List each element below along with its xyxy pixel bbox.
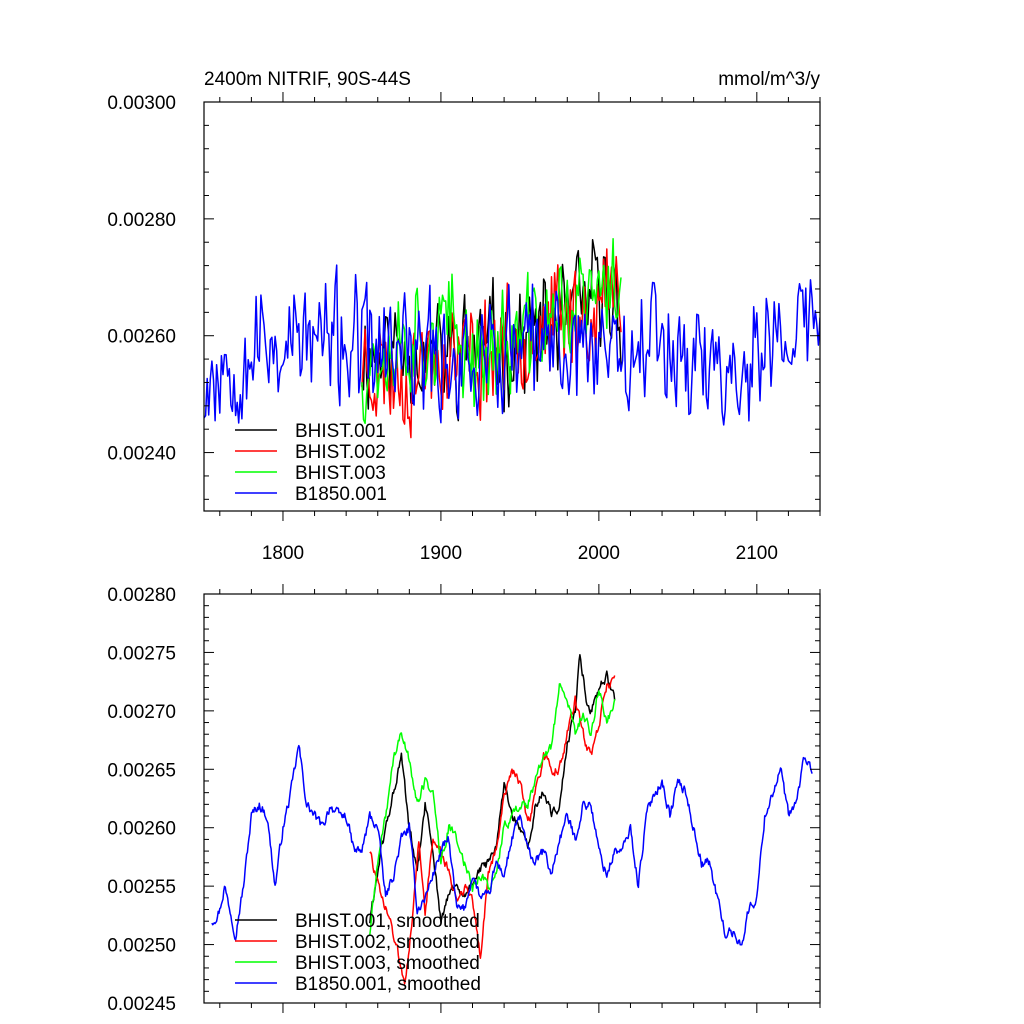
legend-label: BHIST.001, smoothed bbox=[295, 911, 480, 932]
x-tick-label: 1800 bbox=[262, 543, 304, 564]
y-tick-label: 0.00245 bbox=[107, 994, 176, 1015]
y-tick-label: 0.00280 bbox=[107, 585, 176, 606]
y-tick-label: 0.00250 bbox=[107, 936, 176, 957]
chart-bottom: 0.00245 0.00250 0.00255 0.00260 0.00265 0.002… bbox=[107, 584, 821, 1015]
plot-frame-top bbox=[203, 101, 821, 512]
plot-frame-bottom bbox=[203, 593, 821, 1004]
series-line-4 bbox=[204, 264, 820, 426]
series-line-3 bbox=[361, 237, 622, 425]
legend-label: BHIST.003 bbox=[295, 463, 386, 484]
x-tick-label: 2000 bbox=[578, 543, 620, 564]
y-tick-label: 0.00260 bbox=[107, 327, 176, 348]
series-line-3 bbox=[369, 683, 616, 935]
series-line-4 bbox=[211, 744, 813, 946]
series-line-1 bbox=[369, 654, 616, 924]
legend-label: BHIST.002, smoothed bbox=[295, 932, 480, 953]
y-tick-label: 0.00270 bbox=[107, 702, 176, 723]
y-tick-label: 0.00255 bbox=[107, 877, 176, 898]
series-group-top bbox=[204, 237, 820, 439]
series-group-bottom bbox=[211, 654, 813, 985]
chart-top-units: mmol/m^3/y bbox=[718, 69, 820, 90]
y-tick-label: 0.00300 bbox=[107, 93, 176, 114]
x-tick-label: 1900 bbox=[420, 543, 462, 564]
legend-label: BHIST.002 bbox=[295, 442, 386, 463]
y-tick-label: 0.00265 bbox=[107, 760, 176, 781]
y-tick-label: 0.00275 bbox=[107, 643, 176, 664]
legend-label: B1850.001 bbox=[295, 484, 387, 505]
y-tick-label: 0.00260 bbox=[107, 819, 176, 840]
y-tick-label: 0.00280 bbox=[107, 210, 176, 231]
axis-ticks-top: 0.00240 0.00260 0.00280 0.00300 1800 1900 2000… bbox=[107, 92, 821, 564]
legend-label: B1850.001, smoothed bbox=[295, 974, 481, 995]
chart-top: 2400m NITRIF, 90S-44S mmol/m^3/y 0.00240… bbox=[107, 69, 821, 564]
legend-label: BHIST.003, smoothed bbox=[295, 953, 480, 974]
chart-top-title: 2400m NITRIF, 90S-44S bbox=[204, 69, 411, 90]
axis-ticks-bottom: 0.00245 0.00250 0.00255 0.00260 0.00265 0.002… bbox=[107, 584, 821, 1015]
y-tick-label: 0.00240 bbox=[107, 444, 176, 465]
x-tick-label: 2100 bbox=[736, 543, 778, 564]
legend-label: BHIST.001 bbox=[295, 421, 386, 442]
series-line-2 bbox=[369, 675, 616, 985]
